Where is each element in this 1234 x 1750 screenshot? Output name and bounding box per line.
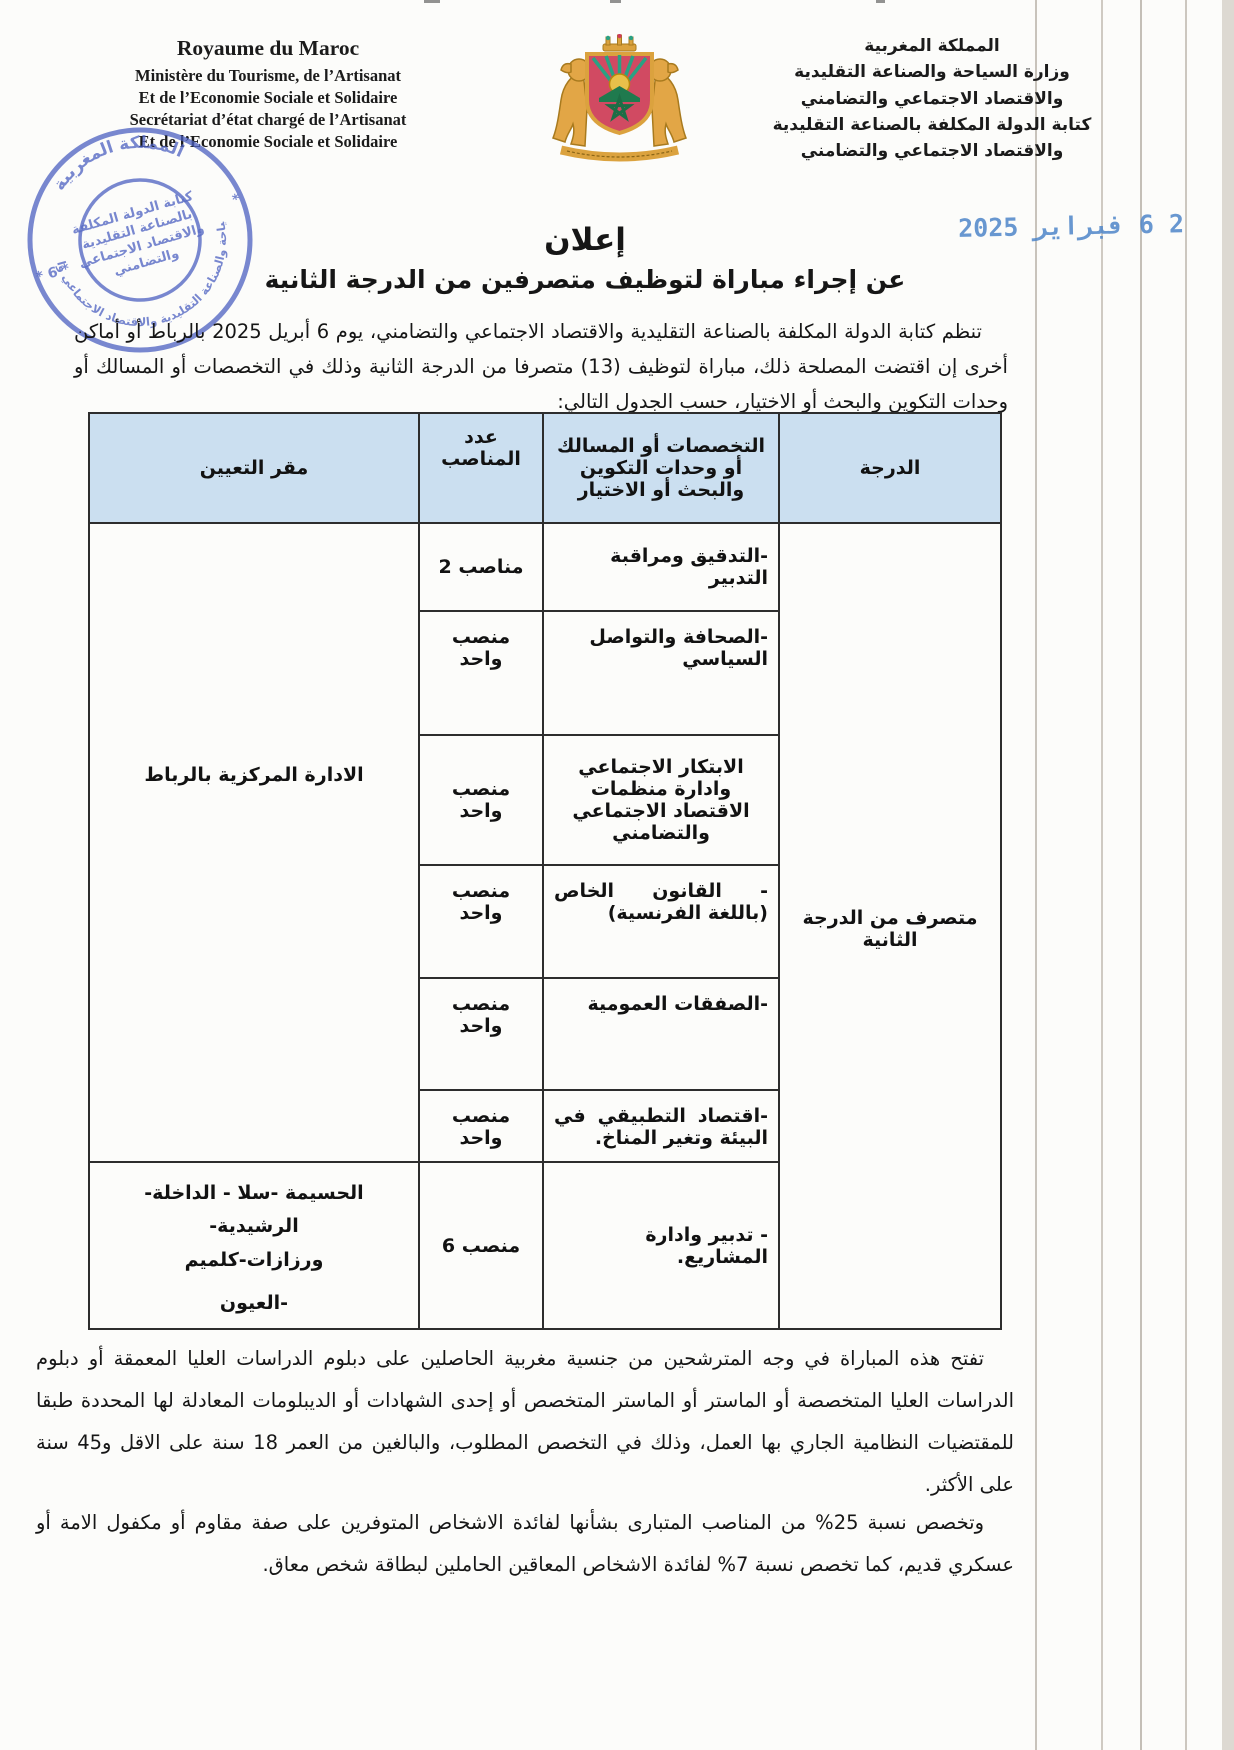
specialty-cell: -الصحافة والتواصل السياسي [542, 610, 780, 736]
location-cell: الحسيمة -سلا - الداخلة- الرشيدية- ورزازا… [88, 1161, 420, 1330]
heraldic-lions-icon [552, 58, 687, 147]
specialty-cell: -الصفقات العمومية [542, 977, 780, 1091]
positions-cell: منصب واحد [418, 1089, 544, 1163]
positions-table: الدرجة التخصصات أو المسالك أو وحدات التك… [88, 412, 1002, 1330]
scan-artifact-line [1140, 0, 1142, 1750]
scan-artifact-line [1035, 0, 1037, 1750]
specialty-cell: -اقتصاد التطبيقي في البيئة وتغير المناخ. [542, 1089, 780, 1163]
moroccan-coat-of-arms-icon [552, 34, 687, 162]
positions-cell: منصب واحد [418, 864, 544, 979]
col-header-grade: الدرجة [778, 412, 1002, 524]
scan-artifact-line [1101, 0, 1103, 1750]
header-french-line: Et de l’Economie Sociale et Solidaire [138, 131, 398, 151]
positions-cell: منصب واحد [418, 734, 544, 866]
header-french-line: Ministère du Tourisme, de l’Artisanat [135, 66, 401, 85]
header-french-line: Et de l’Economie Sociale et Solidaire [138, 87, 398, 107]
title-block: إعلان عن إجراء مباراة لتوظيف متصرفين من … [80, 222, 1090, 294]
table-row: - القانون الخاص (باللغة الفرنسية) منصب و… [89, 864, 1001, 979]
scan-noise-dash [424, 0, 440, 3]
table-row: متصرف من الدرجة الثانية -التدقيق ومراقبة… [88, 522, 1002, 1330]
location-line: الحسيمة -سلا - الداخلة- الرشيدية- [144, 1182, 364, 1238]
location-line: ورزازات-كلميم [184, 1248, 324, 1271]
col-header-location: مقر التعيين [88, 412, 420, 524]
scan-noise-dash [610, 0, 621, 3]
positions-cell: منصب واحد [418, 610, 544, 736]
header-arabic: المملكة المغربية وزارة السياحة والصناعة … [746, 33, 1118, 165]
scan-page-edge-shadow [1222, 0, 1234, 1750]
scan-noise-dash [876, 0, 885, 3]
stamp-rings-icon [27, 127, 253, 353]
table-row: -الصفقات العمومية منصب واحد [89, 977, 1001, 1091]
conditions-paragraph: تفتح هذه المباراة في وجه المترشحين من جن… [36, 1347, 1014, 1496]
col-header-specialty: التخصصات أو المسالك أو وحدات التكوين وال… [542, 412, 780, 524]
header-arabic-line: وزارة السياحة والصناعة التقليدية [794, 62, 1070, 83]
specialty-cell: -التدقيق ومراقبة التدبير [542, 522, 780, 612]
location-line: -العيون [219, 1291, 289, 1314]
col-header-positions: عدد المناصب [418, 412, 544, 524]
page-title: إعلان [544, 222, 626, 258]
table-header-row: الدرجة التخصصات أو المسالك أو وحدات التك… [88, 412, 1002, 524]
crown-icon [602, 34, 637, 52]
specialty-cell: - تدبير وادارة المشاريع. [542, 1161, 780, 1330]
location-cell: الادارة المركزية بالرباط [88, 522, 420, 1163]
scan-artifact-line [1185, 0, 1187, 1750]
intro-paragraph: تنظم كتابة الدولة المكلفة بالصناعة التقل… [74, 320, 1008, 414]
positions-cell: منصب واحد [418, 977, 544, 1091]
header-french-line: Royaume du Maroc [176, 36, 360, 60]
quota-paragraph: وتخصص نسبة 25% من المناصب المتبارى بشأنه… [36, 1511, 1014, 1576]
table-row: -اقتصاد التطبيقي في البيئة وتغير المناخ.… [89, 1089, 1001, 1163]
positions-cell: 6 منصب [418, 1161, 544, 1330]
specialty-cell: - القانون الخاص (باللغة الفرنسية) [542, 864, 780, 979]
grade-value-cell: متصرف من الدرجة الثانية [778, 522, 1002, 1330]
header-arabic-line: المملكة المغربية [864, 36, 1000, 56]
page-subtitle: عن إجراء مباراة لتوظيف متصرفين من الدرجة… [264, 265, 906, 294]
positions-cell: 2 مناصب [418, 522, 544, 612]
header-arabic-line: كتابة الدولة المكلفة بالصناعة التقليدية [772, 115, 1092, 136]
header-french: Royaume du Maroc Ministère du Tourisme, … [66, 36, 470, 153]
table-row: - تدبير وادارة المشاريع. 6 منصب الحسيمة … [88, 1161, 1001, 1330]
banner-motto-scribble [566, 150, 673, 158]
table-row: الابتكار الاجتماعي وادارة منظمات الاقتصا… [89, 734, 1001, 866]
header-arabic-line: والاقتصاد الاجتماعي والتضامني [800, 88, 1064, 109]
pentagram-star-icon [604, 93, 635, 122]
header-french-line: Secrétariat d’état chargé de l’Artisanat [129, 109, 407, 129]
specialty-cell: الابتكار الاجتماعي وادارة منظمات الاقتصا… [542, 734, 780, 866]
table-row: -الصحافة والتواصل السياسي منصب واحد [89, 610, 1001, 736]
header-arabic-line: والاقتصاد الاجتماعي والتضامني [800, 141, 1064, 162]
